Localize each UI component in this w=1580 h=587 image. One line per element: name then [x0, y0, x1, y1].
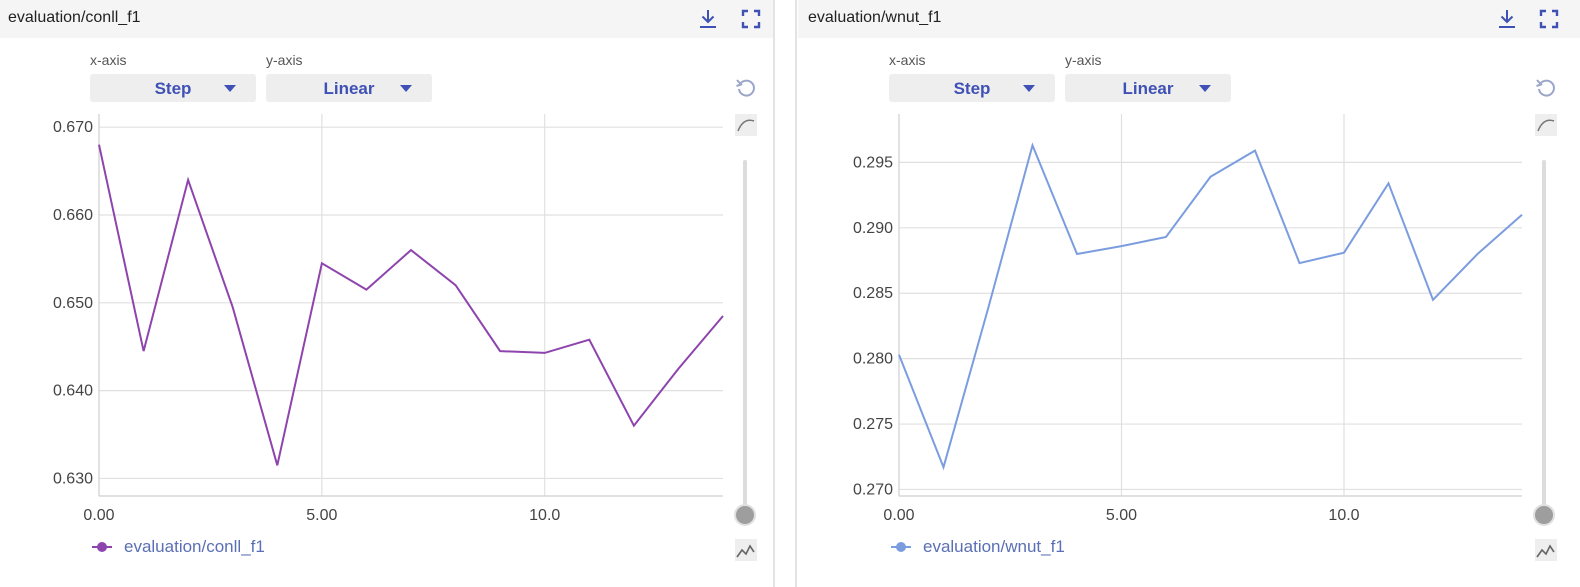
panel-header: evaluation/conll_f1: [0, 0, 774, 38]
y-tick-label: 0.640: [53, 383, 93, 400]
smoothing-slider-track[interactable]: [1542, 160, 1546, 516]
download-icon[interactable]: [696, 7, 720, 31]
y-tick-label: 0.630: [53, 470, 93, 487]
smoothing-icon[interactable]: [734, 113, 758, 137]
chevron-down-icon: [1023, 85, 1035, 92]
series-line: [898, 142, 1523, 471]
x-axis-selected: Step: [953, 79, 991, 98]
chevron-down-icon: [400, 85, 412, 92]
y-tick-label: 0.285: [853, 285, 893, 302]
y-tick-label: 0.650: [53, 295, 93, 312]
chevron-down-icon: [1199, 85, 1211, 92]
chevron-down-icon: [224, 85, 236, 92]
line-chart-icon[interactable]: [734, 538, 758, 562]
y-axis-label: y-axis: [266, 52, 303, 68]
x-axis-selected: Step: [154, 79, 192, 98]
x-tick-label: 0.00: [83, 507, 114, 524]
x-tick-label: 5.00: [1106, 507, 1137, 524]
x-axis-select[interactable]: Step: [90, 74, 256, 102]
panel-divider: [795, 0, 797, 587]
download-icon[interactable]: [1495, 7, 1519, 31]
y-tick-label: 0.670: [53, 119, 93, 136]
series-line: [98, 144, 724, 466]
y-tick-label: 0.275: [853, 416, 893, 433]
x-axis-label: x-axis: [889, 52, 926, 68]
smoothing-slider-thumb[interactable]: [1535, 506, 1553, 524]
x-tick-label: 10.0: [1328, 507, 1359, 524]
y-tick-label: 0.295: [853, 154, 893, 171]
line-chart: 0.630 0.640 0.650 0.660 0.670 0.00 5.00 10.0: [53, 114, 724, 524]
x-axis-select[interactable]: Step: [889, 74, 1055, 102]
x-tick-label: 0.00: [883, 507, 914, 524]
smoothing-slider-thumb[interactable]: [736, 506, 754, 524]
y-axis-selected: Linear: [1122, 79, 1174, 98]
panel-title: evaluation/conll_f1: [8, 9, 141, 26]
panel-header: evaluation/wnut_f1: [798, 0, 1580, 38]
fullscreen-icon[interactable]: [1537, 7, 1561, 31]
reset-zoom-icon[interactable]: [1534, 76, 1558, 100]
y-tick-label: 0.270: [853, 481, 893, 498]
legend-marker: [891, 542, 911, 552]
y-axis-select[interactable]: Linear: [266, 74, 432, 102]
y-axis-label: y-axis: [1065, 52, 1102, 68]
y-tick-label: 0.280: [853, 351, 893, 368]
smoothing-slider-track[interactable]: [743, 160, 747, 516]
panel-title: evaluation/wnut_f1: [808, 9, 942, 26]
legend-label: evaluation/conll_f1: [124, 537, 265, 556]
legend-label: evaluation/wnut_f1: [923, 537, 1065, 556]
panel-gutter: [776, 0, 796, 587]
smoothing-icon[interactable]: [1534, 113, 1558, 137]
legend-marker: [92, 542, 112, 552]
line-chart: 0.270 0.275 0.280 0.285 0.290 0.295 0.00 5.00 10…: [853, 114, 1523, 524]
x-axis-label: x-axis: [90, 52, 127, 68]
chart-panel-conll: evaluation/conll_f1 x-axis Step y-axis L…: [0, 0, 774, 587]
line-chart-icon[interactable]: [1534, 538, 1558, 562]
x-tick-label: 10.0: [529, 507, 560, 524]
y-axis-selected: Linear: [323, 79, 375, 98]
chart-panel-wnut: evaluation/wnut_f1 x-axis Step y-axis Li…: [798, 0, 1580, 587]
fullscreen-icon[interactable]: [739, 7, 763, 31]
panel-divider: [773, 0, 775, 587]
y-axis-select[interactable]: Linear: [1065, 74, 1231, 102]
y-tick-label: 0.660: [53, 207, 93, 224]
x-tick-label: 5.00: [306, 507, 337, 524]
y-tick-label: 0.290: [853, 220, 893, 237]
reset-zoom-icon[interactable]: [734, 76, 758, 100]
